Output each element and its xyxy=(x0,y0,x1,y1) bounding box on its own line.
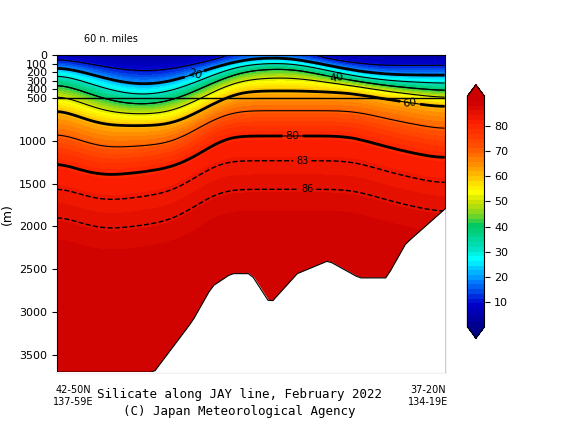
Text: Silicate along JAY line, February 2022: Silicate along JAY line, February 2022 xyxy=(97,387,382,401)
Text: 83: 83 xyxy=(296,156,308,166)
PathPatch shape xyxy=(467,85,484,96)
Text: (C) Japan Meteorological Agency: (C) Japan Meteorological Agency xyxy=(123,404,356,418)
Text: 42-50N
137-59E: 42-50N 137-59E xyxy=(53,385,93,407)
Text: 80: 80 xyxy=(286,131,300,141)
PathPatch shape xyxy=(467,327,484,338)
Text: 86: 86 xyxy=(301,184,314,194)
Text: 60 n. miles: 60 n. miles xyxy=(84,34,138,44)
Text: 20: 20 xyxy=(186,67,202,81)
Text: 40: 40 xyxy=(329,71,344,84)
Y-axis label: (m): (m) xyxy=(1,203,14,225)
Text: 37-20N
134-19E: 37-20N 134-19E xyxy=(408,385,449,407)
Text: 60: 60 xyxy=(402,97,418,109)
